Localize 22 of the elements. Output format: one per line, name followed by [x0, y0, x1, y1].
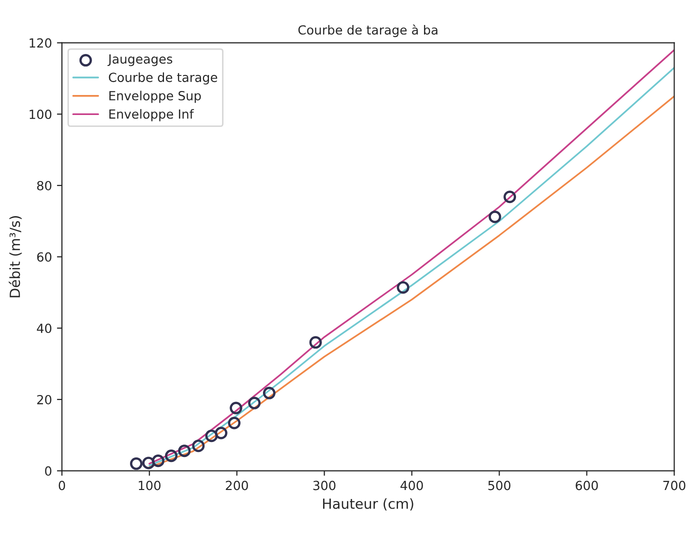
y-tick-label: 120 [30, 38, 52, 48]
y-tick-label: 20 [37, 394, 52, 404]
y-tick-label: 0 [45, 466, 52, 476]
x-tick-label: 400 [400, 480, 423, 490]
x-tick-label: 200 [226, 480, 248, 490]
y-tick-label: 80 [37, 180, 52, 190]
legend-label: Enveloppe Sup [109, 90, 201, 103]
y-tick-label: 60 [37, 252, 52, 262]
legend-label: Jaugeages [108, 54, 172, 66]
legend-label: Courbe de tarage [108, 72, 218, 84]
x-tick-label: 700 [663, 480, 686, 490]
x-tick-label: 300 [313, 480, 336, 490]
x-tick-label: 500 [488, 480, 510, 490]
chart-title: Courbe de tarage à ba [298, 24, 438, 38]
y-axis-title: Débit (m³/s) [8, 216, 22, 298]
y-tick-label: 100 [30, 110, 52, 120]
x-axis-title: Hauteur (cm) [323, 498, 414, 511]
x-tick-label: 600 [576, 480, 598, 490]
x-tick-label: 0 [58, 480, 66, 490]
legend-label: Enveloppe Inf [109, 109, 194, 122]
y-tick-label: 40 [36, 324, 52, 334]
x-tick-label: 100 [138, 480, 160, 490]
